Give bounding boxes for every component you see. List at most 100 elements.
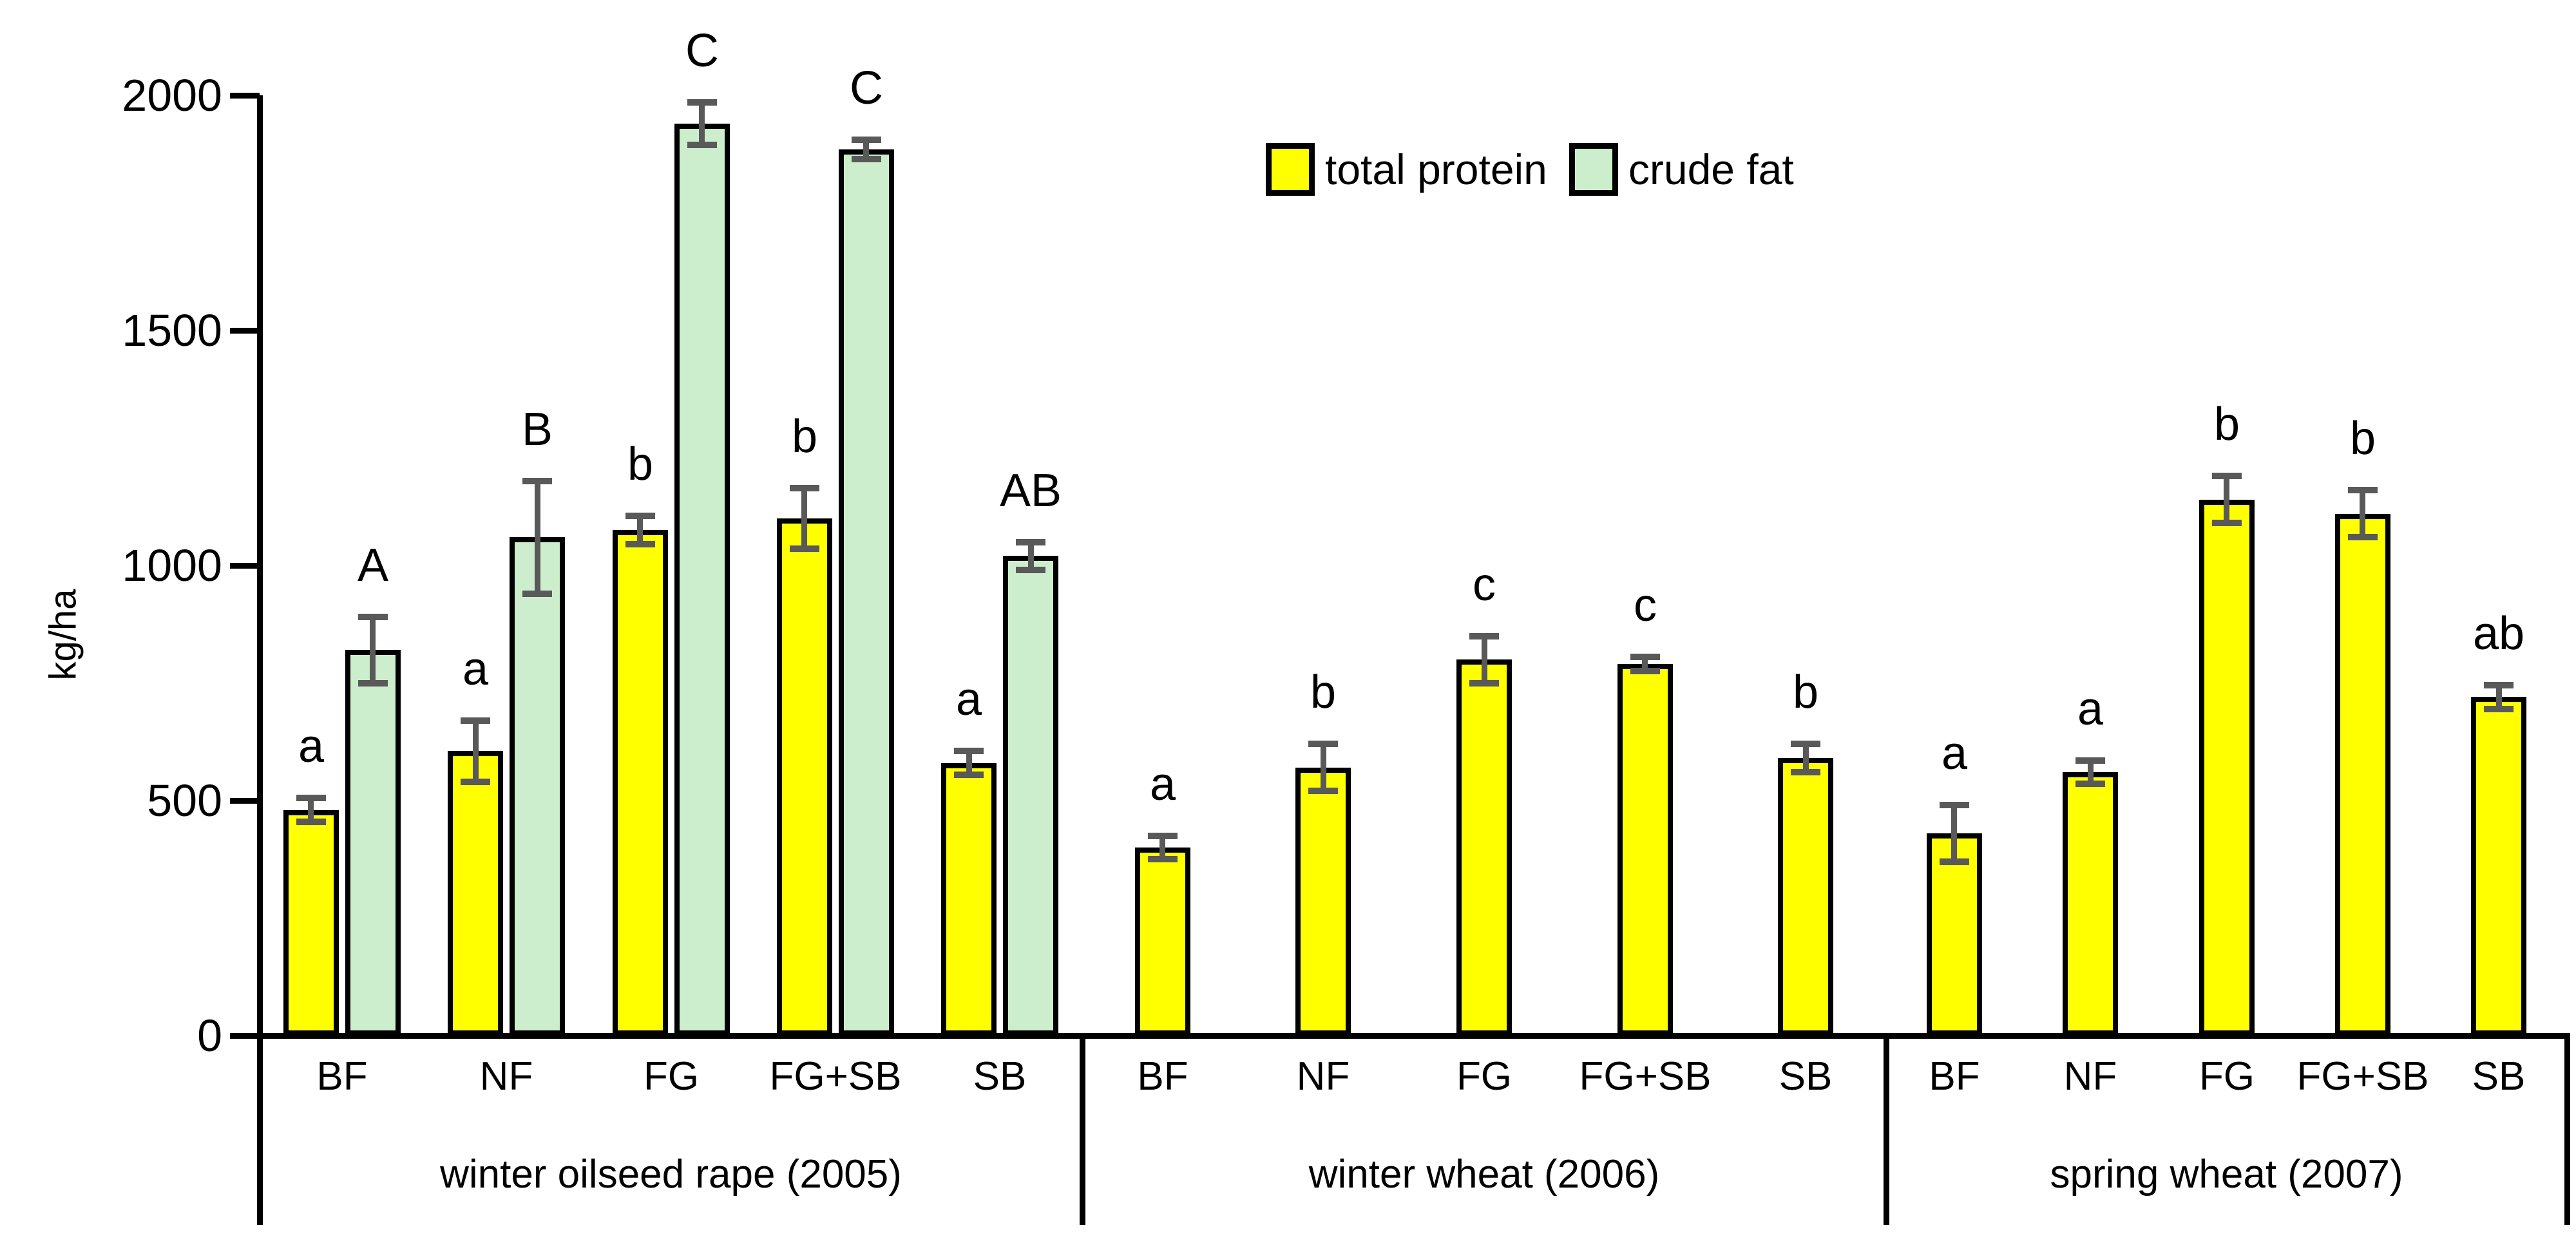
error-bar-line [637, 516, 643, 545]
y-tick-label: 0 [197, 1010, 222, 1061]
group-divider-line [257, 1036, 263, 1225]
bar-total-protein [777, 518, 832, 1036]
error-bar-cap-bottom [358, 679, 388, 687]
y-tick [230, 563, 260, 569]
error-bar-cap-bottom [687, 141, 717, 148]
legend: total protein crude fat [1266, 143, 1794, 196]
error-bar-cap-top [522, 477, 552, 484]
y-axis-line [257, 95, 263, 1036]
legend-item-total-protein: total protein [1266, 143, 1547, 196]
significance-letter: a [1149, 759, 1176, 810]
error-bar-cap-bottom [2484, 705, 2514, 712]
significance-letter: a [1941, 728, 1968, 779]
error-bar-cap-bottom [1148, 856, 1178, 863]
error-bar-cap-top [954, 748, 984, 755]
significance-letter: b [2349, 413, 2376, 464]
error-bar-cap-bottom [2075, 781, 2105, 788]
significance-letter: B [521, 404, 553, 455]
bar-crude-fat [839, 149, 894, 1036]
bar-total-protein [2199, 500, 2255, 1036]
y-tick [230, 798, 260, 804]
error-bar-line [2496, 685, 2502, 709]
bar-total-protein [1617, 664, 1673, 1036]
bar-crude-fat [674, 124, 730, 1036]
bar-crude-fat [345, 650, 401, 1036]
significance-letter: b [2213, 399, 2240, 450]
significance-letter: ab [2472, 608, 2525, 659]
bar-total-protein [448, 751, 503, 1036]
error-bar-cap-bottom [1940, 858, 1969, 865]
group-divider-line [1080, 1036, 1085, 1225]
treatment-label: SB [1779, 1054, 1833, 1099]
error-bar-cap-bottom [1791, 769, 1820, 776]
legend-swatch-total-protein [1266, 143, 1315, 196]
error-bar-cap-top [1630, 654, 1660, 661]
error-bar-line [1028, 542, 1034, 571]
error-bar-cap-top [2348, 487, 2378, 494]
bar-total-protein [941, 763, 997, 1036]
bar-total-protein [2335, 514, 2390, 1036]
error-bar-cap-bottom [1630, 668, 1660, 675]
bar-total-protein [1295, 768, 1351, 1036]
error-bar-line [966, 751, 972, 775]
group-divider-line [1884, 1036, 1889, 1225]
error-bar-cap-bottom [1308, 788, 1338, 795]
error-bar-cap-bottom [296, 818, 326, 825]
bar-total-protein [1456, 659, 1512, 1036]
error-bar-line [1321, 744, 1326, 791]
error-bar-line [1642, 657, 1648, 672]
error-bar-cap-bottom [2348, 534, 2378, 541]
y-tick [230, 93, 260, 99]
error-bar-line [370, 617, 376, 683]
significance-letter: C [685, 25, 719, 77]
error-bar-cap-top [1791, 741, 1820, 748]
y-tick [230, 328, 260, 334]
error-bar-cap-top [358, 614, 388, 621]
error-bar-cap-bottom [625, 541, 655, 548]
group-label: winter wheat (2006) [1308, 1152, 1660, 1197]
error-bar-cap-top [1940, 802, 1969, 809]
error-bar-cap-top [625, 513, 655, 520]
y-tick-label: 1500 [122, 305, 222, 355]
significance-letter: a [298, 721, 325, 772]
error-bar-cap-top [1469, 632, 1499, 639]
significance-letter: b [791, 411, 818, 462]
significance-letter: A [357, 540, 389, 591]
significance-letter: c [1473, 559, 1496, 611]
legend-swatch-crude-fat [1569, 143, 1618, 196]
x-axis-line [257, 1033, 2570, 1039]
treatment-label: BF [316, 1054, 368, 1099]
treatment-label: FG [1456, 1054, 1512, 1099]
significance-letter: C [850, 62, 883, 114]
y-tick-label: 1000 [122, 540, 222, 591]
error-bar-line [1951, 805, 1957, 862]
error-bar-line [1482, 636, 1487, 683]
group-divider-line [2564, 1036, 2570, 1225]
bar-total-protein [283, 810, 339, 1036]
treatment-label: FG+SB [2296, 1054, 2429, 1099]
significance-letter: a [462, 643, 489, 695]
bar-total-protein [613, 530, 668, 1036]
error-bar-cap-bottom [1016, 567, 1045, 574]
treatment-label: NF [479, 1054, 533, 1099]
error-bar-cap-top [1148, 832, 1178, 839]
significance-letter: AB [999, 465, 1062, 516]
error-bar-line [2224, 476, 2229, 524]
significance-letter: a [2077, 683, 2104, 735]
error-bar-line [535, 480, 540, 594]
error-bar-line [863, 140, 869, 159]
error-bar-line [699, 102, 705, 145]
legend-item-crude-fat: crude fat [1569, 143, 1794, 196]
error-bar-cap-top [790, 484, 819, 491]
error-bar-cap-top [852, 137, 881, 144]
error-bar-cap-bottom [522, 590, 552, 597]
treatment-label: SB [2472, 1054, 2526, 1099]
error-bar-cap-bottom [954, 771, 984, 778]
y-tick [230, 1033, 260, 1039]
error-bar-cap-top [1016, 538, 1045, 545]
treatment-label: FG+SB [769, 1054, 902, 1099]
bar-total-protein [1778, 758, 1833, 1036]
bar-total-protein [2063, 772, 2118, 1036]
